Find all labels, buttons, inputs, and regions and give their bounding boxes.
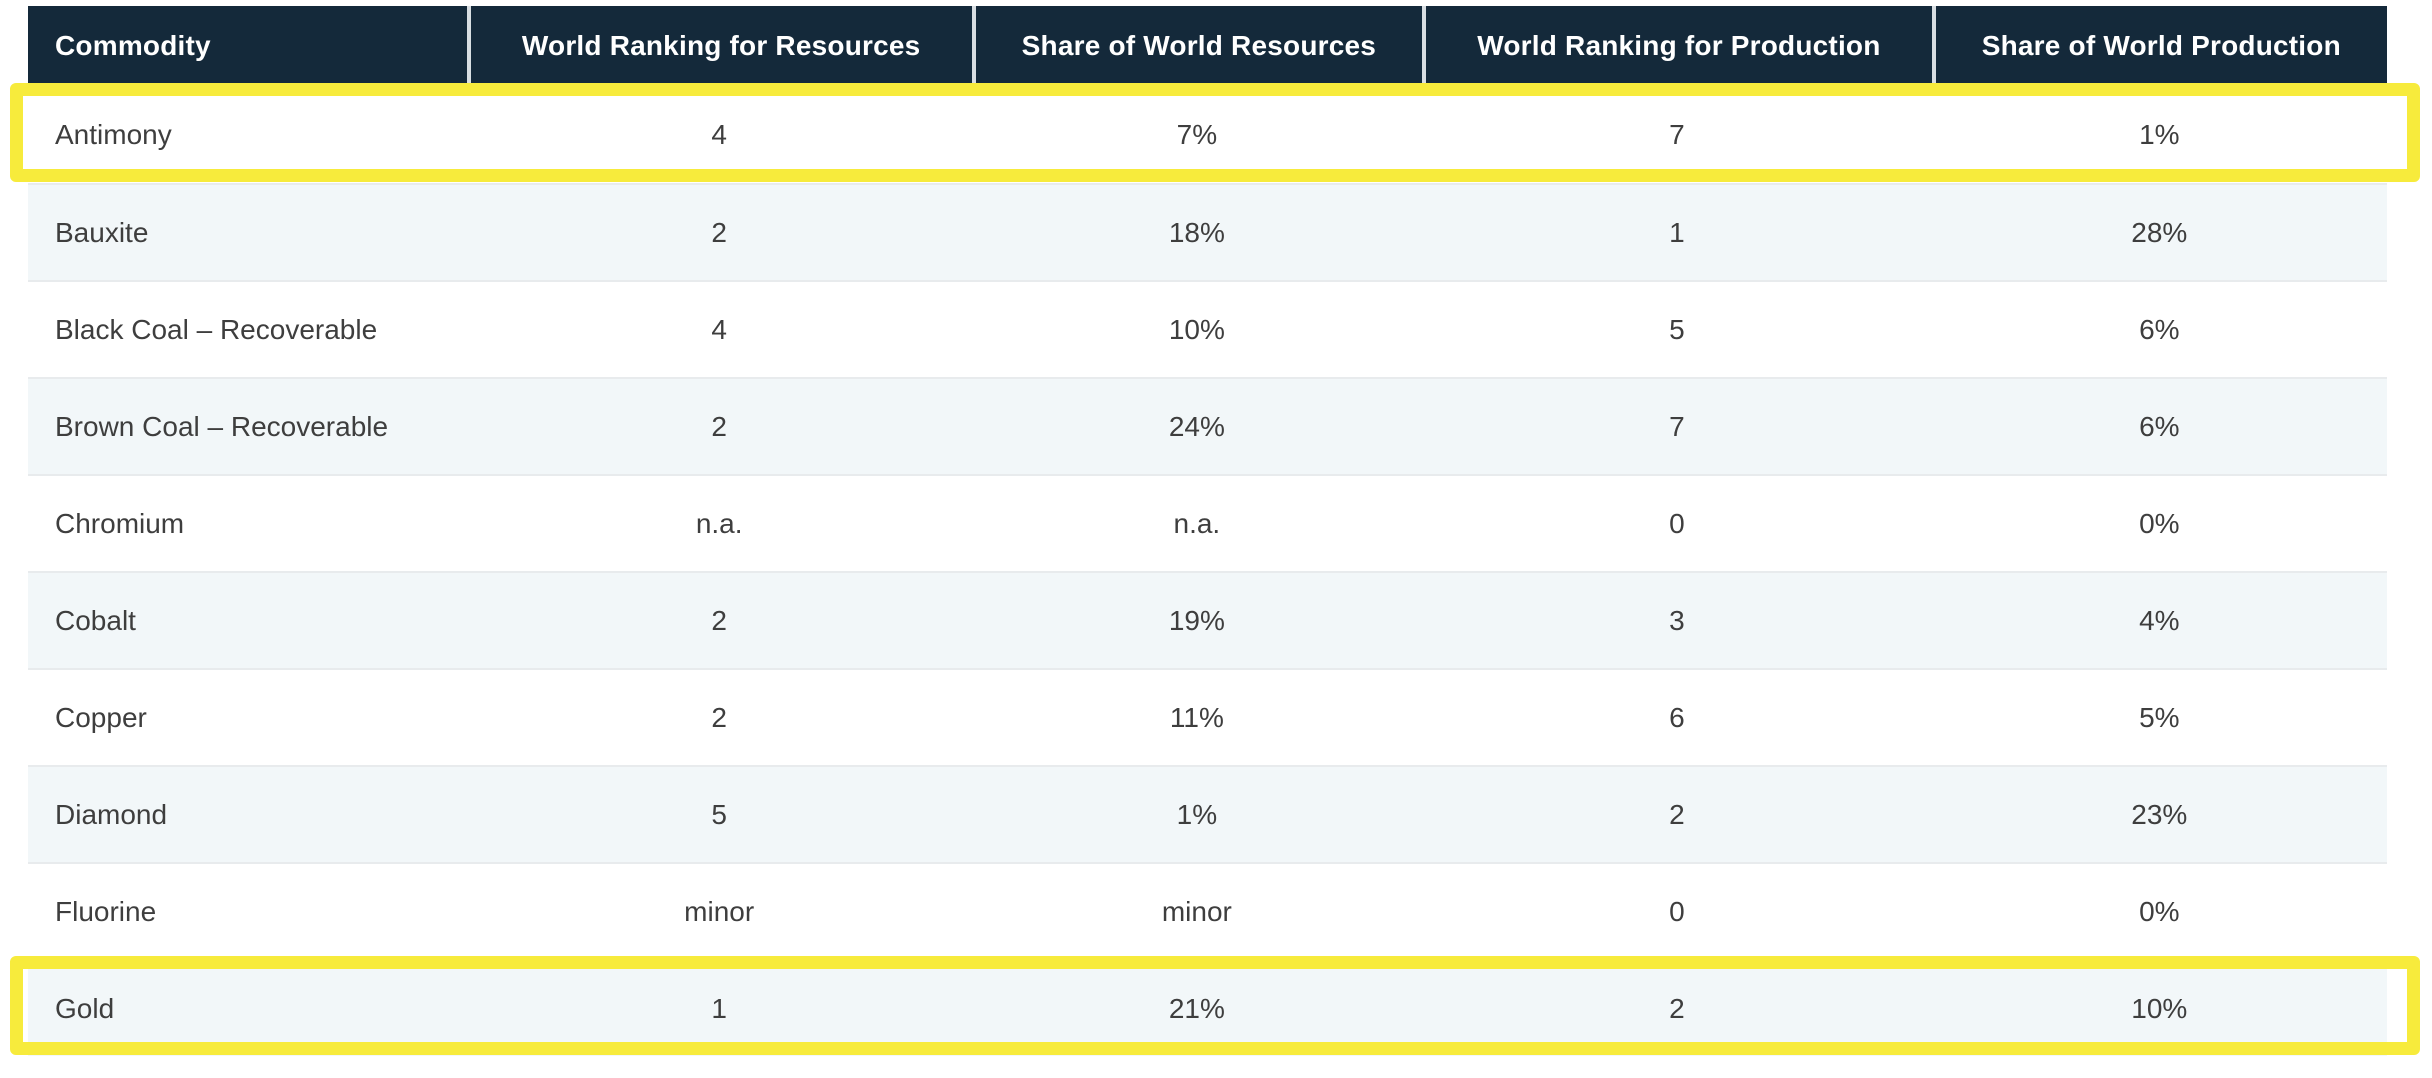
- table-row: Chromium n.a. n.a. 0 0%: [28, 474, 2387, 571]
- table-row: Brown Coal – Recoverable 2 24% 7 6%: [28, 377, 2387, 474]
- world-ranking-resources-cell: 2: [711, 604, 727, 636]
- table-row: Diamond 5 1% 2 23%: [28, 765, 2387, 862]
- share-world-resources-cell: minor: [1161, 895, 1232, 927]
- table-body: Antimony 4 7% 7 1% Bauxite 2 18% 1 28% B…: [10, 83, 2420, 1056]
- column-header-world-ranking-production: World Ranking for Production: [1422, 6, 1932, 86]
- table-row: Antimony 4 7% 7 1%: [28, 86, 2387, 183]
- world-ranking-production-cell: 0: [1669, 895, 1685, 927]
- share-world-resources-cell: 7%: [1176, 118, 1218, 150]
- world-ranking-production-cell: 6: [1669, 701, 1685, 733]
- commodity-cell: Antimony: [55, 118, 172, 150]
- world-ranking-production-cell: 0: [1669, 507, 1685, 539]
- share-world-production-cell: 6%: [2139, 410, 2180, 442]
- world-ranking-production-cell: 5: [1669, 313, 1685, 345]
- share-world-production-cell: 5%: [2139, 701, 2180, 733]
- world-ranking-production-cell: 2: [1669, 798, 1685, 830]
- column-header-share-world-production: Share of World Production: [1931, 6, 2387, 86]
- share-world-resources-cell: 18%: [1168, 216, 1225, 248]
- world-ranking-resources-cell: 4: [711, 118, 727, 150]
- share-world-production-cell: 23%: [2131, 798, 2188, 830]
- share-world-production-cell: 0%: [2139, 895, 2180, 927]
- world-ranking-resources-cell: minor: [684, 895, 755, 927]
- commodity-cell: Gold: [55, 992, 115, 1024]
- world-ranking-production-cell: 2: [1669, 992, 1685, 1024]
- table-row: Black Coal – Recoverable 4 10% 5 6%: [28, 280, 2387, 377]
- share-world-resources-cell: 19%: [1168, 604, 1225, 636]
- world-ranking-resources-cell: 2: [711, 701, 727, 733]
- share-world-production-cell: 1%: [2139, 118, 2180, 150]
- world-ranking-production-cell: 1: [1669, 216, 1685, 248]
- share-world-production-cell: 6%: [2139, 313, 2180, 345]
- table-row: Copper 2 11% 6 5%: [28, 668, 2387, 765]
- column-header-share-world-resources: Share of World Resources: [971, 6, 1423, 86]
- commodity-cell: Diamond: [55, 798, 168, 830]
- table-row: Cobalt 2 19% 3 4%: [28, 571, 2387, 668]
- world-ranking-resources-cell: 1: [711, 992, 727, 1024]
- share-world-resources-cell: 1%: [1176, 798, 1218, 830]
- commodity-table: Commodity World Ranking for Resources Sh…: [10, 6, 2420, 1056]
- table-header-row: Commodity World Ranking for Resources Sh…: [28, 6, 2387, 86]
- commodity-cell: Fluorine: [55, 895, 157, 927]
- share-world-production-cell: 4%: [2139, 604, 2180, 636]
- column-header-world-ranking-resources: World Ranking for Resources: [466, 6, 972, 86]
- share-world-resources-cell: 24%: [1168, 410, 1225, 442]
- table-row: Bauxite 2 18% 1 28%: [28, 183, 2387, 280]
- column-header-commodity: Commodity: [55, 30, 211, 61]
- world-ranking-production-cell: 7: [1669, 118, 1685, 150]
- world-ranking-resources-cell: 2: [711, 216, 727, 248]
- share-world-production-cell: 28%: [2131, 216, 2188, 248]
- world-ranking-production-cell: 7: [1669, 410, 1685, 442]
- world-ranking-resources-cell: 5: [711, 798, 727, 830]
- share-world-resources-cell: 10%: [1168, 313, 1225, 345]
- commodity-cell: Black Coal – Recoverable: [55, 313, 378, 345]
- table-row: Gold 1 21% 2 10%: [28, 959, 2387, 1056]
- commodity-cell: Chromium: [55, 507, 185, 539]
- world-ranking-resources-cell: n.a.: [695, 507, 743, 539]
- share-world-resources-cell: 21%: [1168, 992, 1225, 1024]
- share-world-resources-cell: n.a.: [1173, 507, 1221, 539]
- share-world-resources-cell: 11%: [1169, 701, 1224, 733]
- table-row: Fluorine minor minor 0 0%: [28, 862, 2387, 959]
- share-world-production-cell: 10%: [2131, 992, 2188, 1024]
- world-ranking-resources-cell: 4: [711, 313, 727, 345]
- commodity-cell: Copper: [55, 701, 147, 733]
- commodity-cell: Brown Coal – Recoverable: [55, 410, 389, 442]
- world-ranking-production-cell: 3: [1669, 604, 1685, 636]
- share-world-production-cell: 0%: [2139, 507, 2180, 539]
- commodity-cell: Cobalt: [55, 604, 136, 636]
- world-ranking-resources-cell: 2: [711, 410, 727, 442]
- commodity-cell: Bauxite: [55, 216, 149, 248]
